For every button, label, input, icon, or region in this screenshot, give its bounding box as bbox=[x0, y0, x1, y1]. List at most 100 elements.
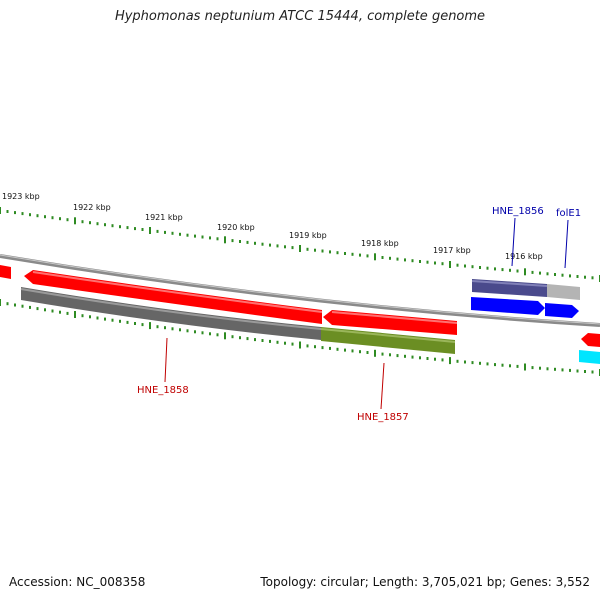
inner-ruler-minor-tick bbox=[344, 348, 346, 352]
inner-ruler-minor-tick bbox=[89, 315, 91, 319]
outer-ruler-minor-tick bbox=[201, 235, 204, 239]
inner-ruler-minor-tick bbox=[561, 368, 564, 372]
inner-ruler-minor-tick bbox=[494, 363, 496, 367]
outer-ruler-minor-tick bbox=[111, 224, 114, 228]
inner-ruler-minor-tick bbox=[389, 353, 391, 357]
outer-ruler-minor-tick bbox=[404, 258, 406, 262]
label-hne1857[interactable]: HNE_1857 bbox=[357, 412, 409, 423]
gene-red-left-edge[interactable] bbox=[0, 265, 11, 279]
outer-ruler-minor-tick bbox=[239, 240, 241, 243]
outer-ruler-minor-tick bbox=[156, 229, 159, 233]
outer-ruler-minor-tick bbox=[254, 241, 256, 245]
gene-hne1857-arrow[interactable] bbox=[323, 310, 457, 335]
outer-ruler-minor-tick bbox=[336, 251, 339, 255]
outer-ruler-minor-tick bbox=[134, 227, 136, 231]
inner-ruler-minor-tick bbox=[411, 355, 414, 359]
outer-ruler-minor-tick bbox=[284, 245, 286, 249]
inner-ruler-minor-tick bbox=[471, 361, 474, 365]
outer-ruler-minor-tick bbox=[36, 214, 39, 218]
outer-ruler-minor-tick bbox=[501, 268, 504, 272]
gene-hne1856-arrow[interactable] bbox=[471, 297, 545, 315]
gene-fole1-arrow[interactable] bbox=[545, 303, 579, 318]
inner-ruler-minor-tick bbox=[291, 342, 294, 346]
kbp-label-1923: 1923 kbp bbox=[2, 192, 40, 201]
inner-ruler-major-tick bbox=[0, 299, 1, 306]
outer-ruler-minor-tick bbox=[269, 243, 271, 247]
inner-ruler-minor-tick bbox=[269, 339, 271, 343]
inner-ruler-minor-tick bbox=[216, 333, 219, 337]
cds-hne1857-bar[interactable] bbox=[321, 327, 455, 354]
inner-ruler-minor-tick bbox=[591, 370, 594, 374]
outer-ruler-minor-tick bbox=[516, 269, 519, 273]
leader-hne1858 bbox=[164, 337, 168, 383]
inner-ruler-minor-tick bbox=[14, 303, 16, 307]
inner-ruler-minor-tick bbox=[171, 327, 174, 331]
inner-ruler-minor-tick bbox=[119, 319, 121, 323]
outer-ruler-minor-tick bbox=[314, 248, 316, 252]
kbp-label-1916: 1916 kbp bbox=[505, 252, 543, 261]
inner-ruler-major-tick bbox=[299, 341, 301, 349]
inner-ruler-minor-tick bbox=[284, 341, 286, 345]
gene-cyan-right-edge[interactable] bbox=[579, 350, 600, 364]
gene-red-right-edge[interactable] bbox=[581, 333, 600, 347]
inner-ruler-minor-tick bbox=[396, 354, 399, 358]
inner-ruler-minor-tick bbox=[104, 317, 106, 321]
inner-ruler-minor-tick bbox=[51, 309, 54, 313]
cds-hne1856-bar[interactable] bbox=[472, 279, 547, 297]
gene-hne1857-shine bbox=[331, 311, 458, 324]
outer-ruler-minor-tick bbox=[89, 221, 91, 225]
outer-ruler-minor-tick bbox=[81, 220, 84, 224]
outer-ruler-minor-tick bbox=[51, 216, 54, 220]
gene-hne1858-arrow[interactable] bbox=[24, 270, 322, 324]
outer-ruler-minor-tick bbox=[231, 239, 234, 243]
outer-ruler-minor-tick bbox=[584, 275, 586, 279]
inner-ruler-minor-tick bbox=[261, 339, 264, 342]
kbp-label-1921: 1921 kbp bbox=[145, 213, 183, 222]
inner-ruler-minor-tick bbox=[336, 347, 339, 351]
leader-hne1856 bbox=[511, 217, 516, 267]
inner-ruler-minor-tick bbox=[381, 352, 384, 356]
outer-ruler-minor-tick bbox=[396, 257, 399, 261]
inner-ruler-minor-tick bbox=[576, 369, 579, 373]
outer-ruler-minor-tick bbox=[186, 233, 189, 237]
outer-ruler-minor-tick bbox=[464, 264, 466, 268]
outer-ruler-minor-tick bbox=[194, 234, 196, 238]
kbp-label-1918: 1918 kbp bbox=[361, 239, 399, 248]
inner-ruler-minor-tick bbox=[539, 366, 541, 370]
inner-ruler-minor-tick bbox=[141, 323, 144, 327]
inner-ruler-major-tick bbox=[149, 322, 151, 330]
inner-ruler-minor-tick bbox=[186, 329, 189, 333]
outer-ruler-minor-tick bbox=[171, 231, 174, 235]
inner-ruler-minor-tick bbox=[231, 335, 234, 339]
label-hne1858[interactable]: HNE_1858 bbox=[137, 385, 189, 396]
cds-hne1856-shine bbox=[471, 280, 548, 287]
inner-ruler-minor-tick bbox=[479, 361, 481, 365]
inner-ruler-minor-tick bbox=[126, 320, 129, 324]
inner-ruler-minor-tick bbox=[554, 367, 556, 371]
outer-ruler-minor-tick bbox=[66, 218, 69, 222]
leader-hne1857 bbox=[380, 362, 385, 410]
genome-title: Hyphomonas neptunium ATCC 15444, complet… bbox=[114, 9, 486, 24]
outer-ruler-minor-tick bbox=[306, 247, 309, 251]
label-hne1856[interactable]: HNE_1856 bbox=[492, 206, 544, 217]
outer-ruler-minor-tick bbox=[591, 276, 594, 280]
inner-ruler-minor-tick bbox=[509, 364, 511, 368]
inner-ruler-minor-tick bbox=[21, 304, 24, 308]
inner-ruler-minor-tick bbox=[434, 357, 436, 361]
cds-fole1-bar[interactable] bbox=[547, 284, 580, 300]
inner-ruler-minor-tick bbox=[531, 366, 534, 370]
inner-ruler-minor-tick bbox=[314, 345, 316, 349]
inner-ruler-minor-tick bbox=[29, 305, 31, 309]
inner-ruler-minor-tick bbox=[584, 370, 586, 373]
inner-ruler-minor-tick bbox=[36, 307, 39, 311]
outer-ruler-minor-tick bbox=[21, 212, 24, 216]
inner-ruler-minor-tick bbox=[366, 351, 369, 354]
outer-ruler-minor-tick bbox=[441, 262, 444, 266]
accession-text: Accession: NC_008358 bbox=[9, 575, 146, 589]
inner-ruler-minor-tick bbox=[516, 364, 519, 368]
inner-ruler-minor-tick bbox=[306, 344, 309, 348]
label-fole1[interactable]: folE1 bbox=[556, 208, 581, 219]
inner-ruler-minor-tick bbox=[209, 332, 211, 336]
outer-ruler-minor-tick bbox=[261, 242, 264, 246]
outer-ruler-minor-tick bbox=[509, 268, 511, 272]
